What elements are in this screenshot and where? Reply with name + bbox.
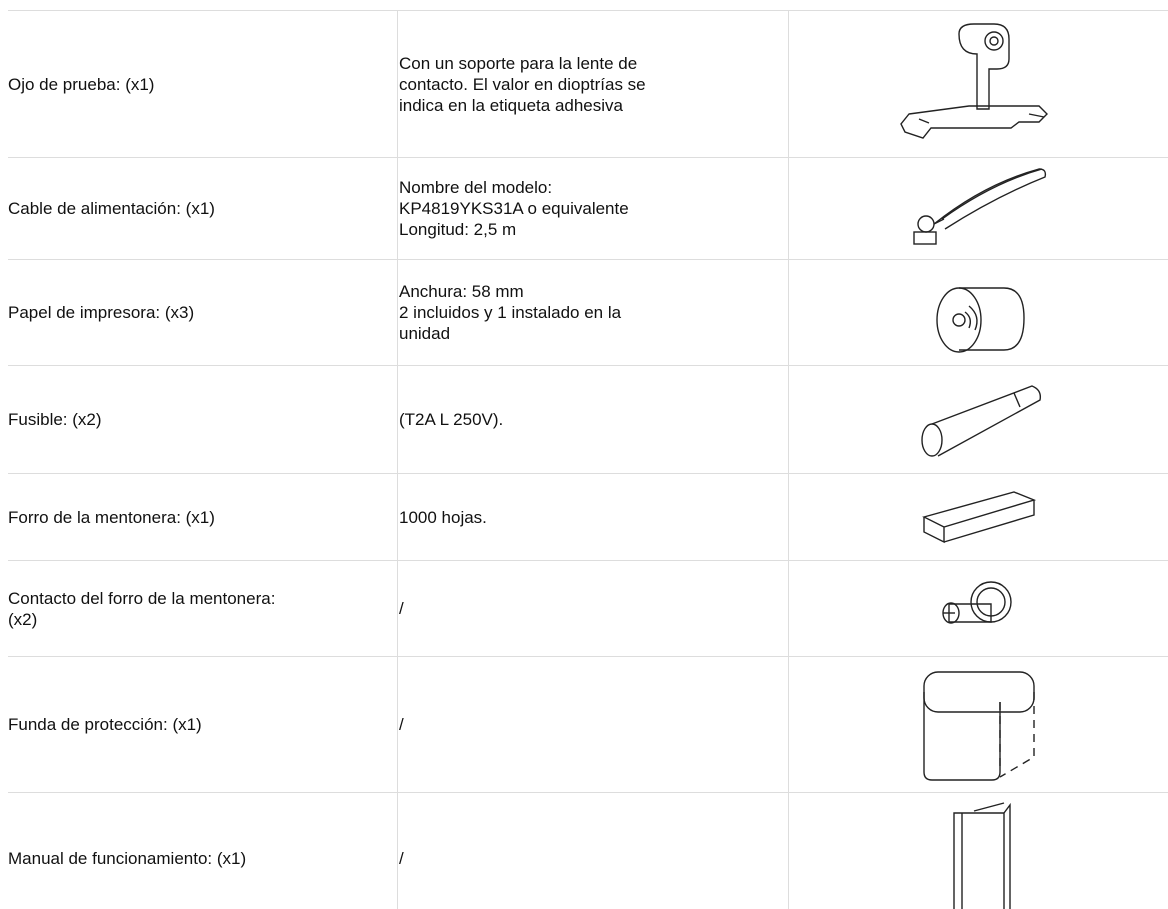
description-cell: Anchura: 58 mm 2 incluidos y 1 instalado … [397, 259, 789, 366]
description-line: Nombre del modelo: [399, 178, 553, 197]
description-cell: 1000 hojas. [397, 473, 789, 561]
image-cell [788, 365, 1168, 474]
table-row: Contacto del forro de la mentonera: (x2) / [8, 560, 1168, 657]
item-illustration [922, 491, 1037, 544]
item-cell: Funda de protección: (x1) [8, 656, 398, 793]
description-line: indica en la etiqueta adhesiva [399, 95, 623, 115]
item-illustration [942, 580, 1012, 624]
table-body: Ojo de prueba: (x1) Con un soporte para l… [8, 10, 1168, 909]
accessories-table: Ojo de prueba: (x1) Con un soporte para l… [8, 10, 1168, 909]
item-cell: Fusible: (x2) [8, 365, 398, 474]
item-illustration [900, 23, 1048, 139]
item-line: Papel de impresora: (x3) [8, 303, 195, 322]
item-line: Ojo de prueba: (x1) [8, 74, 155, 94]
item-line: Fusible: (x2) [8, 410, 102, 429]
item-cell: Contacto del forro de la mentonera: (x2) [8, 560, 398, 657]
description-cell: (T2A L 250V). [397, 365, 789, 474]
item-illustration [913, 167, 1047, 245]
image-cell [788, 10, 1168, 158]
item-cell: Cable de alimentación: (x1) [8, 157, 398, 260]
item-line: Cable de alimentación: (x1) [8, 199, 215, 218]
table-row: Cable de alimentación: (x1) Nombre del mo… [8, 157, 1168, 260]
description-line: 1000 hojas. [399, 507, 487, 527]
image-cell [788, 656, 1168, 793]
image-cell [788, 473, 1168, 561]
description-line: contacto. El valor en dioptrías se [399, 74, 646, 94]
item-cell: Manual de funcionamiento: (x1) [8, 792, 398, 909]
table-row: Fusible: (x2) (T2A L 250V). [8, 365, 1168, 474]
table-row: Manual de funcionamiento: (x1) / [8, 792, 1168, 909]
item-cell: Papel de impresora: (x3) [8, 259, 398, 366]
image-cell [788, 259, 1168, 366]
description-line: / [399, 599, 404, 618]
image-cell [788, 560, 1168, 657]
description-cell: / [397, 792, 789, 909]
table-row: Funda de protección: (x1) / [8, 656, 1168, 793]
table-row: Ojo de prueba: (x1) Con un soporte para l… [8, 10, 1168, 158]
item-line: Funda de protección: (x1) [8, 715, 202, 734]
description-line: Con un soporte para la lente de [399, 53, 638, 73]
item-line: Manual de funcionamiento: (x1) [8, 848, 247, 868]
description-line: (T2A L 250V). [399, 410, 504, 429]
item-line: Forro de la mentonera: (x1) [8, 507, 215, 527]
item-illustration [953, 802, 1011, 909]
description-line: unidad [399, 324, 451, 343]
description-line: 2 incluidos y 1 instalado en la [399, 303, 622, 322]
description-line: KP4819YKS31A o equivalente [399, 199, 629, 218]
image-cell [788, 157, 1168, 260]
item-illustration [936, 286, 1025, 353]
description-cell: / [397, 656, 789, 793]
table-row: Papel de impresora: (x3) Anchura: 58 mm 2 … [8, 259, 1168, 366]
item-line: Contacto del forro de la mentonera: [8, 588, 276, 608]
table-row: Forro de la mentonera: (x1) 1000 hojas. [8, 473, 1168, 561]
description-cell: Con un soporte para la lente de contacto.… [397, 10, 789, 158]
item-cell: Forro de la mentonera: (x1) [8, 473, 398, 561]
description-line: / [399, 715, 404, 734]
item-illustration [923, 671, 1035, 781]
item-illustration [921, 384, 1042, 457]
description-cell: / [397, 560, 789, 657]
description-cell: Nombre del modelo: KP4819YKS31A o equival… [397, 157, 789, 260]
description-line: Anchura: 58 mm [399, 282, 524, 301]
description-line: / [399, 848, 404, 868]
description-line: Longitud: 2,5 m [399, 220, 517, 239]
item-line: (x2) [8, 609, 38, 629]
image-cell [788, 792, 1168, 909]
item-cell: Ojo de prueba: (x1) [8, 10, 398, 158]
